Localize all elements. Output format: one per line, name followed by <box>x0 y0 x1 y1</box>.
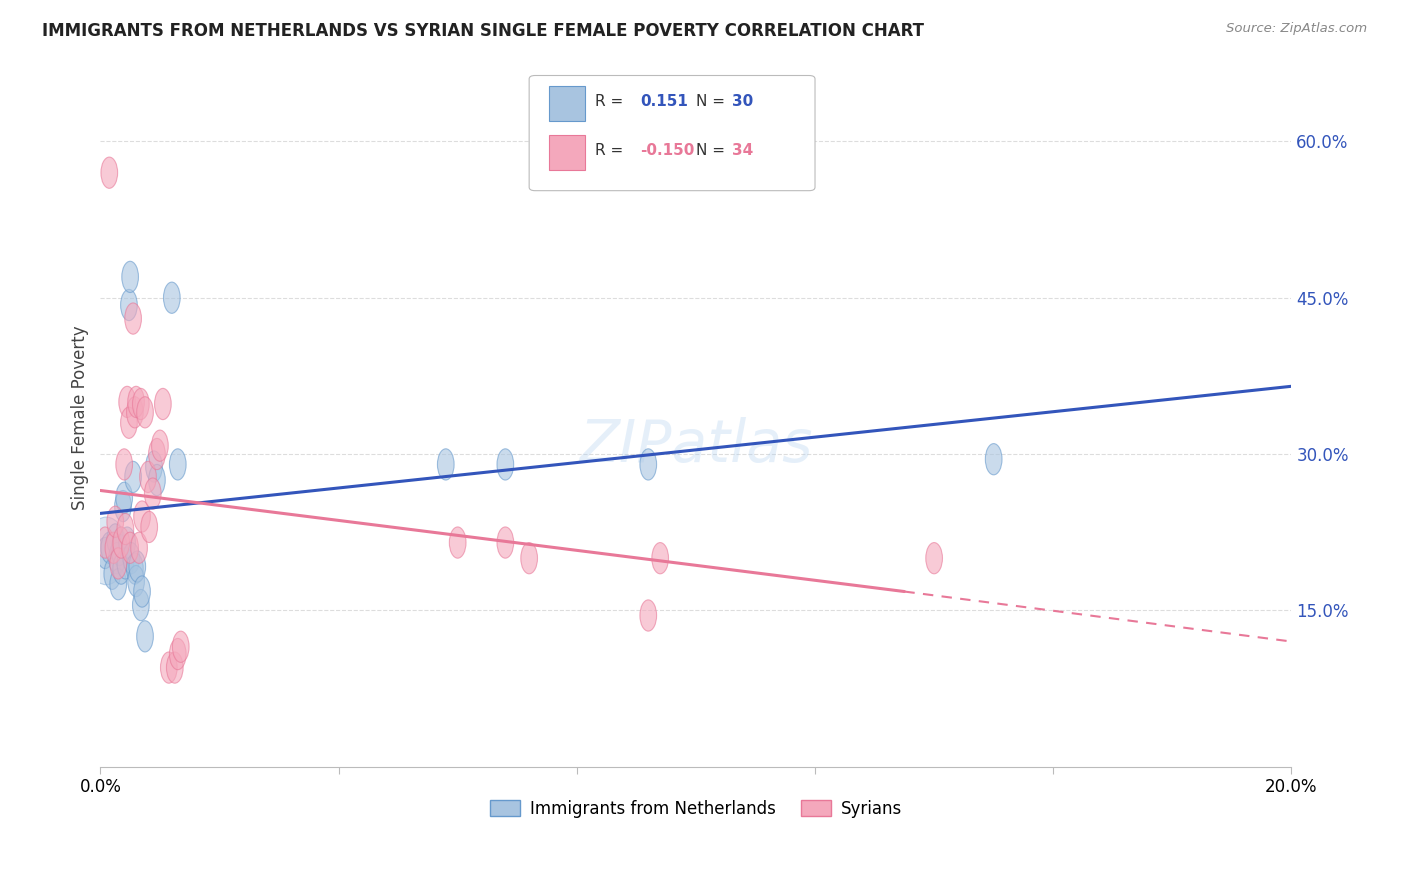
Ellipse shape <box>101 157 118 188</box>
Ellipse shape <box>520 542 537 574</box>
Ellipse shape <box>496 527 513 558</box>
Ellipse shape <box>136 621 153 652</box>
Ellipse shape <box>120 386 135 417</box>
FancyBboxPatch shape <box>529 76 815 191</box>
Ellipse shape <box>128 566 145 597</box>
Ellipse shape <box>141 511 157 542</box>
Ellipse shape <box>107 524 124 555</box>
Ellipse shape <box>652 542 668 574</box>
Ellipse shape <box>160 652 177 683</box>
Ellipse shape <box>132 590 149 621</box>
Ellipse shape <box>115 491 131 522</box>
Ellipse shape <box>986 443 1002 475</box>
Ellipse shape <box>134 576 150 607</box>
Ellipse shape <box>496 449 513 480</box>
Ellipse shape <box>108 542 125 574</box>
Ellipse shape <box>86 517 127 585</box>
Ellipse shape <box>152 430 169 461</box>
Ellipse shape <box>163 282 180 313</box>
Ellipse shape <box>112 553 129 584</box>
Text: ZIPatlas: ZIPatlas <box>579 417 813 474</box>
Ellipse shape <box>110 548 127 579</box>
Text: 34: 34 <box>731 143 752 158</box>
Text: 30: 30 <box>731 94 752 109</box>
Ellipse shape <box>117 514 134 545</box>
Text: 0.151: 0.151 <box>640 94 688 109</box>
Ellipse shape <box>97 537 114 568</box>
Ellipse shape <box>170 639 186 670</box>
Ellipse shape <box>450 527 465 558</box>
Legend: Immigrants from Netherlands, Syrians: Immigrants from Netherlands, Syrians <box>484 793 908 824</box>
Y-axis label: Single Female Poverty: Single Female Poverty <box>72 326 89 510</box>
Text: R =: R = <box>595 94 628 109</box>
Ellipse shape <box>122 533 138 564</box>
Ellipse shape <box>111 534 128 566</box>
Ellipse shape <box>115 449 132 480</box>
Ellipse shape <box>127 397 143 428</box>
Ellipse shape <box>112 527 129 558</box>
Ellipse shape <box>437 449 454 480</box>
Ellipse shape <box>120 527 135 558</box>
FancyBboxPatch shape <box>550 86 585 121</box>
Ellipse shape <box>122 542 139 574</box>
Ellipse shape <box>125 461 142 492</box>
Text: -0.150: -0.150 <box>640 143 695 158</box>
Ellipse shape <box>146 450 162 483</box>
Ellipse shape <box>139 461 156 492</box>
Ellipse shape <box>134 501 150 533</box>
Ellipse shape <box>97 527 114 558</box>
Ellipse shape <box>101 533 118 564</box>
Text: IMMIGRANTS FROM NETHERLANDS VS SYRIAN SINGLE FEMALE POVERTY CORRELATION CHART: IMMIGRANTS FROM NETHERLANDS VS SYRIAN SI… <box>42 22 924 40</box>
Ellipse shape <box>115 483 132 514</box>
Ellipse shape <box>121 289 138 320</box>
Ellipse shape <box>131 533 148 564</box>
Ellipse shape <box>149 465 166 496</box>
Ellipse shape <box>125 303 142 334</box>
Text: Source: ZipAtlas.com: Source: ZipAtlas.com <box>1226 22 1367 36</box>
Ellipse shape <box>640 599 657 632</box>
Ellipse shape <box>155 388 172 419</box>
Text: R =: R = <box>595 143 628 158</box>
Ellipse shape <box>640 449 657 480</box>
Ellipse shape <box>145 478 162 509</box>
Ellipse shape <box>166 652 183 683</box>
Ellipse shape <box>149 438 166 469</box>
Ellipse shape <box>107 506 124 537</box>
Ellipse shape <box>117 548 134 579</box>
Text: N =: N = <box>696 94 725 109</box>
Ellipse shape <box>121 407 138 438</box>
FancyBboxPatch shape <box>550 135 585 169</box>
Ellipse shape <box>136 397 153 428</box>
Ellipse shape <box>173 632 188 663</box>
Ellipse shape <box>104 558 121 590</box>
Ellipse shape <box>122 261 138 293</box>
Ellipse shape <box>127 553 143 584</box>
Ellipse shape <box>129 551 146 582</box>
Ellipse shape <box>925 542 942 574</box>
Ellipse shape <box>128 386 145 417</box>
Ellipse shape <box>105 533 122 564</box>
Ellipse shape <box>132 388 149 419</box>
Ellipse shape <box>170 449 186 480</box>
Ellipse shape <box>110 568 127 599</box>
Text: N =: N = <box>696 143 725 158</box>
